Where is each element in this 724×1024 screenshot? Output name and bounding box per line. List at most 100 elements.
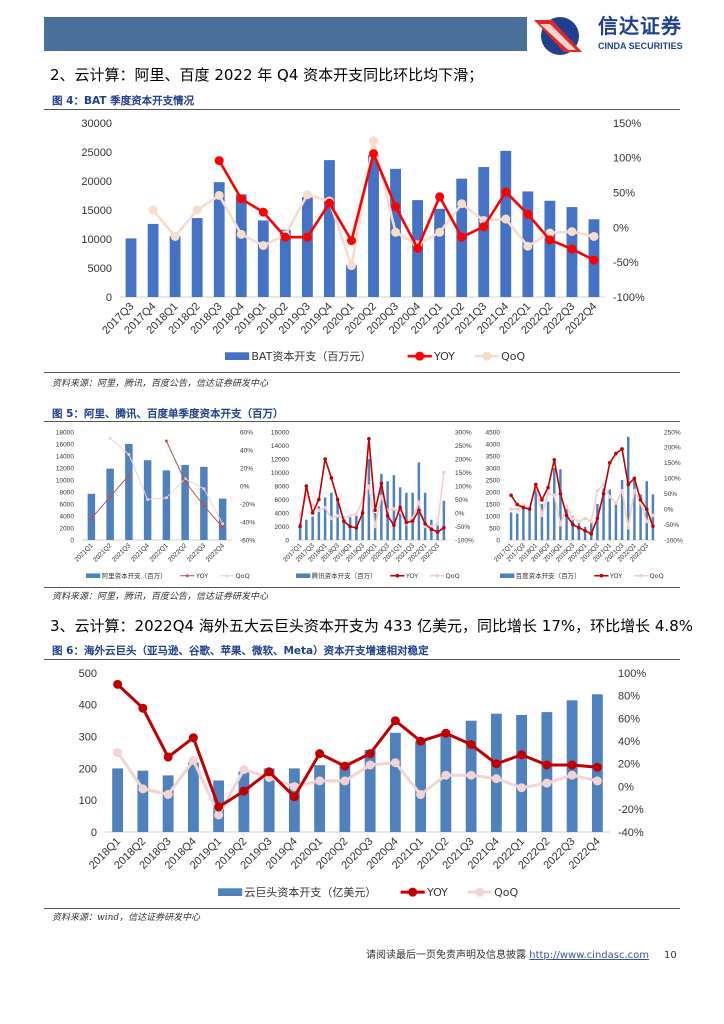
bar [500, 150, 512, 297]
data-point [379, 481, 384, 486]
y2-tick-label: 150% [455, 470, 472, 477]
y-tick-label: 10000 [81, 234, 112, 246]
bar [181, 465, 189, 540]
data-point [570, 522, 575, 527]
data-point [632, 488, 637, 493]
y-tick-label: 12000 [271, 456, 289, 463]
data-point [417, 500, 421, 505]
data-point [592, 762, 602, 772]
data-point [540, 513, 544, 518]
y-tick-label: 1500 [486, 501, 501, 508]
bar [553, 468, 556, 540]
data-point [164, 496, 168, 500]
bar [516, 513, 519, 540]
figure-caption: 图 4：BAT 季度资本开支情况 [52, 95, 195, 107]
data-point [515, 507, 520, 511]
data-point [391, 227, 401, 237]
series-line-qoq [511, 483, 654, 529]
data-point [457, 199, 467, 209]
figure-caption: 图 5：阿里、腾讯、百度单季度资本开支（百万） [52, 408, 284, 420]
data-point [324, 198, 334, 208]
legend-swatch-bar [225, 352, 250, 360]
y-tick-label: 2500 [486, 477, 501, 484]
data-point [546, 491, 550, 496]
page-number: 10 [664, 950, 677, 961]
data-point [138, 703, 148, 713]
data-point [214, 156, 224, 166]
divider [44, 372, 680, 373]
data-point [280, 232, 290, 242]
data-point [289, 792, 299, 802]
data-point [558, 491, 563, 496]
bar [509, 512, 513, 540]
legend-swatch-bar [296, 573, 311, 578]
x-tick-label: 2022Q4 [205, 542, 227, 564]
bar [434, 208, 446, 297]
y-tick-label: 10000 [56, 477, 74, 484]
data-point [567, 770, 577, 780]
data-point [258, 207, 268, 217]
chart-0: 0 5000 10000 15000 20000 25000 30000 -100% -50% 0… [81, 118, 645, 363]
cinda-logo [534, 17, 582, 55]
data-point [298, 524, 302, 529]
bar [364, 749, 376, 832]
legend-swatch-bar [86, 573, 101, 578]
data-point [589, 532, 594, 536]
y-tick-label: 20000 [81, 176, 112, 188]
y2-tick-label: 300% [455, 429, 472, 436]
chart-1: 0 2000 4000 6000 8000 10000 12000 14000 16000 180… [56, 429, 255, 580]
legend-label: 云巨头资本开支（亿美元） [244, 885, 376, 899]
data-point [651, 513, 655, 518]
data-point [340, 761, 350, 771]
data-point [517, 750, 527, 760]
divider [44, 587, 680, 588]
y2-tick-label: 20% [618, 759, 640, 771]
data-point [163, 790, 173, 800]
data-point [221, 522, 225, 526]
bar [324, 160, 335, 297]
y-tick-label: 0 [496, 537, 500, 544]
legend-label: QoQ [650, 572, 664, 580]
bar [559, 469, 562, 540]
data-point [567, 227, 577, 237]
data-point [127, 453, 131, 456]
data-point [552, 493, 557, 498]
data-point [369, 149, 379, 159]
y2-tick-label: 50% [613, 187, 635, 199]
footer: 请阅读最后一页免责声明及信息披露 http://www.cindasc.com [366, 950, 649, 962]
y2-tick-label: 0% [618, 781, 634, 793]
data-point [335, 497, 340, 502]
data-point [442, 526, 446, 530]
data-point [164, 439, 168, 443]
y2-tick-label: -60% [240, 537, 255, 544]
data-point [491, 774, 501, 784]
data-point [501, 187, 511, 197]
legend-label: 腾讯资本开支（百万） [312, 571, 377, 580]
bar [528, 508, 531, 540]
y2-tick-label: -40% [240, 519, 255, 526]
data-point [466, 770, 476, 780]
bar [301, 197, 313, 297]
bar [200, 466, 208, 540]
data-point [515, 502, 520, 507]
data-point [417, 508, 421, 513]
bar [305, 519, 308, 540]
data-point [517, 783, 527, 793]
legend-marker [435, 573, 439, 578]
data-point [533, 482, 538, 487]
data-point [258, 240, 268, 250]
data-point [413, 243, 423, 253]
website-link[interactable]: http://www.cindasc.com [529, 950, 649, 961]
data-point [354, 526, 359, 530]
y-tick-label: 2000 [275, 524, 290, 531]
data-point [592, 776, 602, 786]
data-point [441, 770, 451, 780]
bar [317, 506, 321, 540]
data-point [113, 748, 123, 757]
y-tick-label: 12000 [56, 465, 74, 472]
data-point [329, 516, 334, 521]
y-tick-label: 4500 [486, 429, 501, 436]
data-point [170, 231, 180, 241]
bar [125, 444, 133, 540]
